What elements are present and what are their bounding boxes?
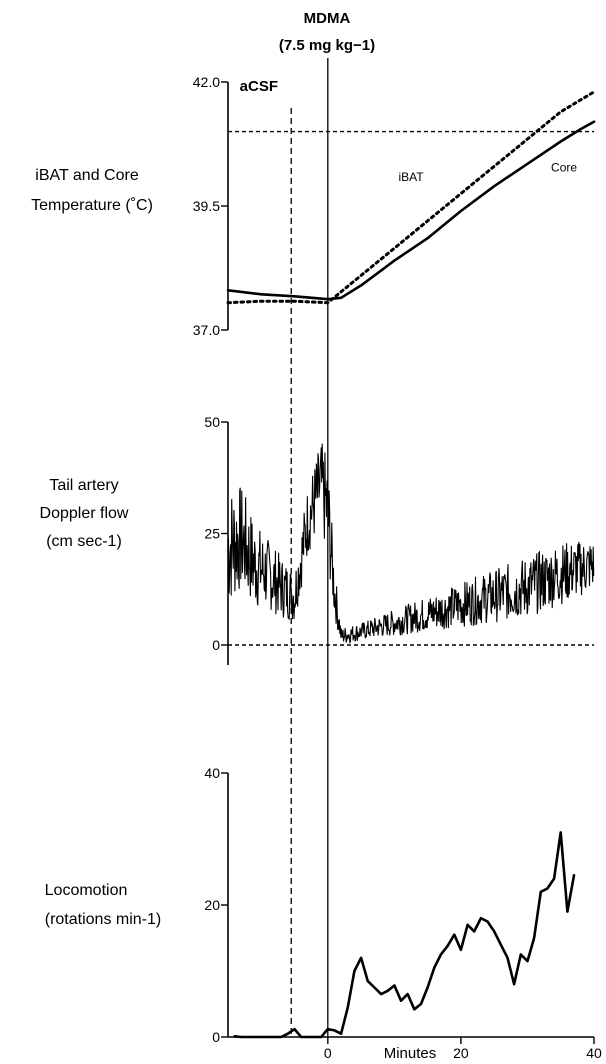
ibat-series [226,90,596,305]
temperature-y-tick-label: 37.0 [193,322,220,338]
vehicle-label: aCSF [240,78,278,95]
ibat-series-label: iBAT [398,170,424,184]
temperature-ylabel-line1: iBAT and Core [35,167,139,184]
temperature-ylabel-line2: Temperature (˚C) [31,197,153,214]
x-tick-label: 20 [453,1045,469,1061]
tail_flow-y-tick-label: 0 [212,637,220,653]
core-series [226,120,596,301]
locomotion-y-tick-label: 0 [212,1029,220,1045]
core-series-label: Core [551,160,577,174]
dose-label: (7.5 mg kg−1) [279,37,375,54]
locomotion-series [233,831,576,1039]
locomotion-y-tick-label: 20 [204,897,220,913]
tail_flow-y-tick-label: 50 [204,414,220,430]
x-axis-label: Minutes [384,1045,437,1062]
locomotion-ylabel-line2: (rotations min-1) [45,911,161,928]
locomotion-panel: Locomotion (rotations min-1) 0 20 40 [45,765,576,1045]
tail_flow-y-tick-label: 25 [204,526,220,542]
locomotion-ylabel-line1: Locomotion [45,882,128,899]
temperature-y-tick-label: 42.0 [193,74,220,90]
temperature-y-tick-label: 39.5 [193,198,220,214]
locomotion-y-tick-label: 40 [204,765,220,781]
x-tick-label: 40 [586,1045,602,1061]
tail-flow-panel: Tail artery Doppler flow (cm sec-1) 0 25 5… [40,414,595,665]
x-tick-label: 0 [324,1045,332,1061]
tail-flow-series [227,443,595,645]
flow-ylabel-line3: (cm sec-1) [46,533,122,550]
flow-ylabel-line1: Tail artery [49,477,118,494]
drug-label: MDMA [304,10,351,27]
flow-ylabel-line2: Doppler flow [40,505,129,522]
temperature-panel: iBAT and Core Temperature (˚C) 37.0 39.5 4… [31,74,596,338]
